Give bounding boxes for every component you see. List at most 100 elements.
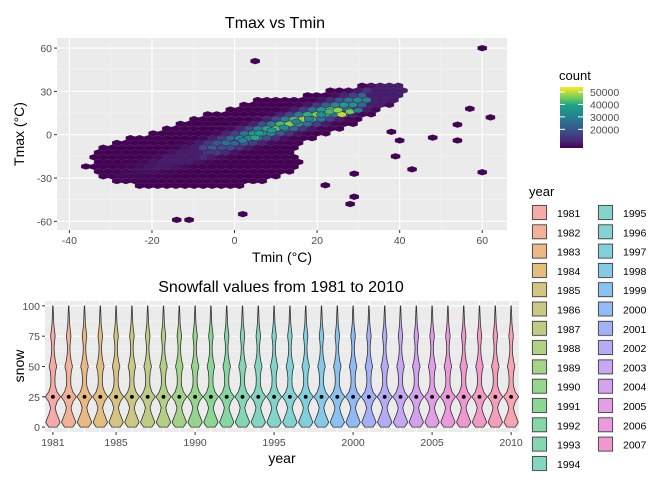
- hex-cell: [175, 168, 186, 175]
- hex-cell: [171, 216, 182, 224]
- hex-cell: [254, 130, 265, 137]
- hex-cell: [343, 115, 354, 123]
- hex-cell: [271, 115, 281, 123]
- hex-cell: [311, 130, 322, 137]
- legend-label-2005: 2005: [623, 401, 647, 413]
- violin-median-1981: [51, 394, 55, 399]
- hex-cell: [371, 106, 381, 113]
- hex-cell: [393, 82, 404, 89]
- hex-cell: [384, 101, 395, 109]
- hex-cell: [216, 182, 227, 190]
- hex-cell: [375, 92, 385, 99]
- hex-cell: [175, 130, 186, 137]
- violin-title: Snowfall values from 1981 to 2010: [158, 279, 404, 296]
- hex-cell: [271, 96, 281, 104]
- year-legend: year 19811982198319841985198619871988198…: [529, 184, 647, 472]
- violin-1987: [139, 305, 156, 428]
- legend-swatch-1984: [532, 262, 547, 278]
- hex-cell: [180, 182, 190, 190]
- hex-cell: [384, 82, 395, 89]
- legend-swatch-2001: [598, 320, 613, 336]
- legend-label-2004: 2004: [623, 382, 647, 394]
- violin-median-1996: [288, 394, 292, 399]
- violin-2008: [471, 305, 488, 428]
- hex-cell: [345, 108, 355, 115]
- hexbin-y-tick-label: 60: [40, 43, 52, 55]
- hex-cell: [184, 168, 195, 175]
- hex-cell: [207, 115, 218, 123]
- hex-cell: [211, 111, 222, 118]
- violin-1992: [218, 305, 235, 428]
- legend-label-1984: 1984: [557, 266, 581, 278]
- hex-cell: [237, 137, 248, 144]
- colorbar-gradient: [560, 87, 583, 148]
- violin-y-tick-label: 0: [34, 422, 40, 434]
- hex-cell: [353, 106, 364, 114]
- hex-cell: [134, 134, 145, 142]
- violin-median-1984: [98, 394, 103, 399]
- hex-cell: [384, 92, 395, 99]
- hex-cell: [348, 92, 358, 99]
- hexbin-y-tick-label: -30: [37, 173, 52, 185]
- legend-swatch-2004: [598, 378, 613, 394]
- hex-cell: [193, 130, 204, 137]
- hex-cell: [193, 158, 204, 166]
- hex-cell: [407, 166, 417, 173]
- violin-x-tick-label: 1990: [183, 437, 207, 449]
- hex-cell: [130, 158, 140, 166]
- violin-median-1987: [145, 394, 150, 399]
- violin-median-1990: [193, 394, 198, 399]
- hex-cell: [98, 144, 109, 151]
- hexbin-x-label: Tmin (°C): [252, 249, 312, 265]
- violin-2006: [439, 305, 456, 428]
- hex-cell: [184, 130, 195, 137]
- hex-cell: [230, 130, 240, 137]
- legend-label-1990: 1990: [557, 382, 581, 394]
- hex-cell: [452, 137, 463, 144]
- hex-cell: [175, 158, 186, 166]
- hex-cell: [284, 130, 295, 137]
- violin-y-tick-label: 100: [22, 301, 40, 313]
- hex-cell: [325, 87, 336, 94]
- hex-cell: [343, 87, 354, 94]
- hexbin-x-tick-label: -20: [144, 235, 159, 247]
- legend-label-1992: 1992: [557, 420, 581, 432]
- hex-cell: [93, 158, 104, 166]
- hex-cell: [357, 92, 367, 99]
- legend-swatch-1993: [532, 436, 547, 452]
- legend-label-1987: 1987: [557, 324, 581, 336]
- violin-1994: [250, 305, 267, 428]
- violin-median-1998: [319, 394, 324, 399]
- hex-cell: [184, 216, 194, 224]
- violin-median-2003: [398, 394, 403, 399]
- hex-cell: [316, 111, 326, 118]
- legend-swatch-1996: [598, 224, 613, 240]
- hex-cell: [375, 82, 385, 89]
- hex-cell: [112, 158, 122, 166]
- hex-cell: [184, 158, 195, 166]
- legend-swatch-1987: [532, 320, 547, 336]
- violin-x-tick-label: 1995: [262, 437, 286, 449]
- hex-cell: [293, 158, 304, 166]
- hex-cell: [225, 106, 236, 113]
- hex-cell: [166, 130, 177, 137]
- hex-cell: [275, 130, 286, 137]
- hex-cell: [112, 168, 122, 175]
- violin-chart: Snowfall values from 1981 to 2010 1981 19…: [11, 279, 523, 466]
- hex-cell: [348, 120, 358, 128]
- hex-cell: [157, 130, 168, 137]
- hex-cell: [93, 168, 104, 175]
- hex-cell: [465, 105, 475, 112]
- hex-cell: [239, 168, 249, 175]
- violin-median-1992: [224, 394, 229, 399]
- hex-cell: [234, 115, 245, 123]
- hex-cell: [366, 111, 376, 118]
- hex-cell: [230, 168, 240, 175]
- violin-x-axis: 1981 1985 1990 1995 2000 2005 2010: [41, 432, 523, 449]
- hex-cell: [321, 92, 331, 99]
- violin-median-1989: [177, 394, 182, 399]
- hex-cell: [334, 87, 345, 94]
- hex-cell: [334, 125, 345, 132]
- violin-2009: [487, 305, 504, 428]
